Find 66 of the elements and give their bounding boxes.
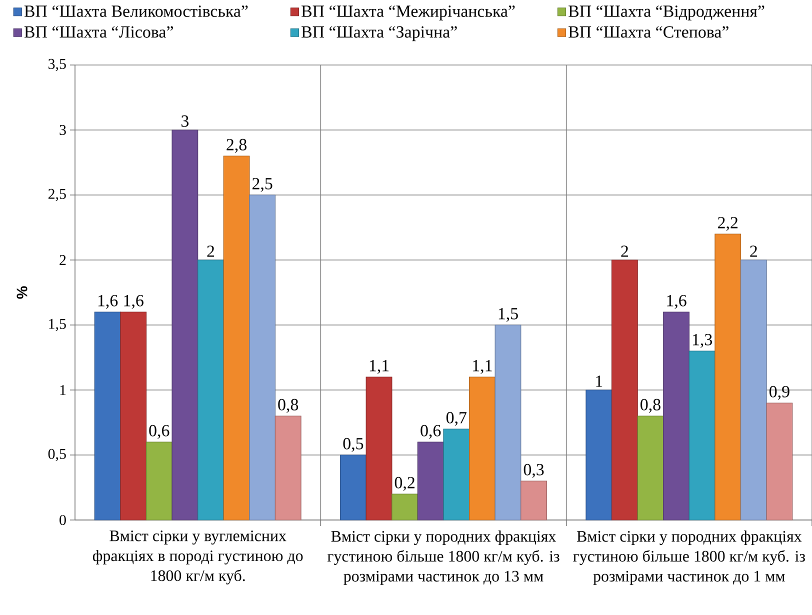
data-label: 2 [750, 246, 757, 257]
data-label: 3 [182, 115, 189, 127]
bar [94, 312, 121, 520]
bar [637, 416, 664, 520]
bar [223, 156, 250, 520]
data-label: 1 [596, 376, 602, 387]
bar [520, 480, 547, 520]
x-tick-label: Вміст сірки у породних фракціях густиною більше 1800 кг/м куб. із розмірами частинок до 13 мм [327, 530, 560, 585]
bar [417, 442, 444, 520]
bar [443, 428, 470, 520]
data-label: 2 [621, 246, 628, 257]
bar [120, 312, 147, 520]
data-label: 1,6 [667, 294, 686, 309]
bar [714, 234, 742, 520]
bar [274, 416, 302, 520]
legend-label: ВП “Шахта “Відродження” [568, 5, 764, 20]
legend-label: ВП “Шахта Великомостівська” [24, 5, 248, 17]
data-label: 1,6 [98, 294, 118, 309]
data-label: 0,6 [420, 424, 441, 439]
data-label: 1,5 [498, 308, 518, 322]
y-tick-label: 0 [60, 514, 66, 526]
data-label: 0,9 [770, 386, 790, 400]
data-label: 0,5 [343, 438, 364, 452]
bar [688, 350, 716, 520]
data-label: 0,7 [446, 412, 466, 426]
y-tick-label: 1 [60, 385, 66, 395]
legend-label: ВП “Шахта “Межирічанська” [302, 5, 515, 20]
bar [586, 390, 612, 520]
x-tick-label: Вміст сірки у породних фракціях густиною більше 1800 кг/м куб. із розмірами частинок до 1 мм [573, 530, 805, 585]
bar [740, 260, 767, 520]
data-label: 0,8 [640, 398, 660, 413]
bar [663, 312, 690, 520]
data-label: 1,3 [692, 334, 712, 348]
y-tick-label: 1,5 [49, 318, 66, 332]
bar [766, 402, 793, 520]
bar [392, 494, 418, 520]
data-label: 0,6 [149, 424, 170, 439]
data-label: 1,1 [473, 360, 492, 374]
y-tick-label: 0,5 [48, 448, 66, 462]
data-label: 1,1 [370, 360, 389, 374]
data-label: 0,3 [524, 464, 544, 478]
y-tick-label: 3,5 [48, 58, 66, 72]
data-label: 2,2 [718, 216, 738, 231]
bar [198, 260, 224, 520]
data-label: 2,8 [226, 138, 246, 153]
data-label: 2,5 [252, 178, 272, 192]
bar [146, 442, 172, 520]
bar [494, 324, 522, 520]
bar [340, 454, 366, 520]
bar [172, 130, 198, 520]
legend-label: ВП “Шахта “Степова” [568, 26, 728, 38]
y-tick-label: 2 [60, 255, 66, 265]
legend-label: ВП “Шахта “Зарічна” [302, 26, 457, 42]
y-axis-title: % [16, 286, 28, 299]
data-label: 1,6 [124, 294, 144, 309]
bar [611, 260, 638, 520]
y-tick-label: 2,5 [48, 188, 66, 202]
data-label: 0,8 [278, 398, 298, 413]
data-label: 0,2 [394, 476, 414, 491]
y-tick-label: 3 [60, 124, 66, 136]
bar [366, 376, 392, 520]
x-tick-label: Вміст сірки у вуглемісних фракціях в породі густиною до 1800 кг/м куб. [92, 530, 303, 584]
data-label: 2 [207, 246, 214, 257]
bar [468, 376, 496, 520]
legend-label: ВП “Шахта “Лісова” [24, 26, 173, 38]
bar [249, 194, 276, 520]
